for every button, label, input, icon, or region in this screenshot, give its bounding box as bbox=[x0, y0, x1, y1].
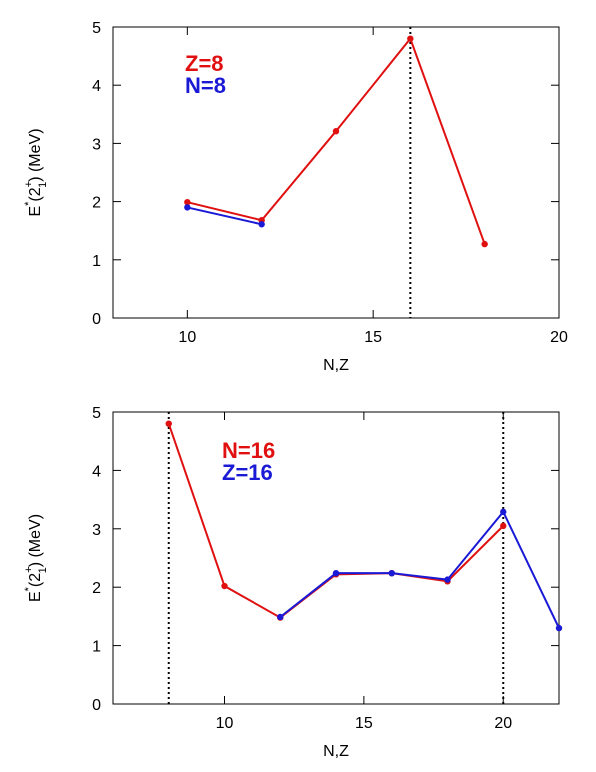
data-point-z-8 bbox=[407, 35, 414, 42]
y-tick-label: 0 bbox=[92, 311, 101, 328]
y-axis-label: E*(2+ 1) (MeV) bbox=[23, 514, 49, 602]
plot-frame bbox=[112, 411, 560, 705]
y-tick-label: 2 bbox=[92, 580, 101, 597]
y-tick-label: 1 bbox=[92, 253, 101, 270]
data-point-z-8 bbox=[481, 240, 488, 248]
x-tick-label: 10 bbox=[216, 715, 234, 732]
chart-panel-1: 0 1 2 3 4 5 10 15 20 N,Z E*(2+ 1) (MeV) Z=8N=8 bbox=[23, 20, 568, 374]
y-tick-label: 5 bbox=[92, 20, 101, 37]
x-axis-label: N,Z bbox=[323, 357, 349, 374]
x-axis-label: N,Z bbox=[323, 743, 349, 760]
y-axis-label: E*(2+ 1) (MeV) bbox=[23, 128, 49, 216]
x-tick-label: 20 bbox=[550, 329, 568, 346]
data-point-z-8 bbox=[184, 198, 191, 206]
data-point-z-16 bbox=[388, 569, 395, 577]
y-tick-label: 4 bbox=[92, 463, 101, 480]
x-tick-label: 15 bbox=[364, 329, 382, 346]
legend-label: Z=8 bbox=[185, 51, 224, 76]
legend-label: Z=16 bbox=[222, 460, 273, 485]
data-point-z-8 bbox=[332, 127, 340, 135]
y-tick-label: 3 bbox=[92, 522, 101, 539]
x-tick-label: 10 bbox=[178, 329, 196, 346]
x-tick-label: 15 bbox=[355, 715, 373, 732]
data-point-z-16 bbox=[332, 569, 340, 577]
legend-label: N=16 bbox=[222, 438, 275, 463]
y-tick-label: 0 bbox=[92, 697, 101, 714]
data-point-z-16 bbox=[500, 508, 507, 516]
data-point-z-16 bbox=[444, 576, 451, 583]
series-line-n-16 bbox=[167, 423, 504, 619]
x-tick-label: 20 bbox=[494, 715, 512, 732]
series-line-n-8 bbox=[187, 206, 262, 226]
series-line-z-16 bbox=[279, 510, 560, 629]
y-tick-label: 2 bbox=[92, 195, 101, 212]
y-tick-label: 1 bbox=[92, 639, 101, 656]
y-tick-label: 3 bbox=[92, 136, 101, 153]
data-point-z-16 bbox=[277, 613, 284, 621]
chart-panel-2: 0 1 2 3 4 5 10 15 20 N,Z E*(2+ 1) (MeV) N=16Z=16 bbox=[23, 405, 563, 760]
data-point-z-16 bbox=[555, 624, 563, 632]
data-point-n-8 bbox=[184, 204, 191, 211]
y-tick-label: 5 bbox=[92, 405, 101, 422]
data-point-n-16 bbox=[165, 420, 172, 427]
y-tick-label: 4 bbox=[92, 78, 101, 95]
data-point-n-16 bbox=[500, 522, 507, 530]
plot-frame bbox=[112, 26, 560, 319]
series-line-z-8 bbox=[187, 36, 486, 245]
data-point-n-8 bbox=[258, 221, 265, 228]
data-point-n-16 bbox=[221, 582, 228, 590]
legend-label: N=8 bbox=[185, 73, 226, 98]
